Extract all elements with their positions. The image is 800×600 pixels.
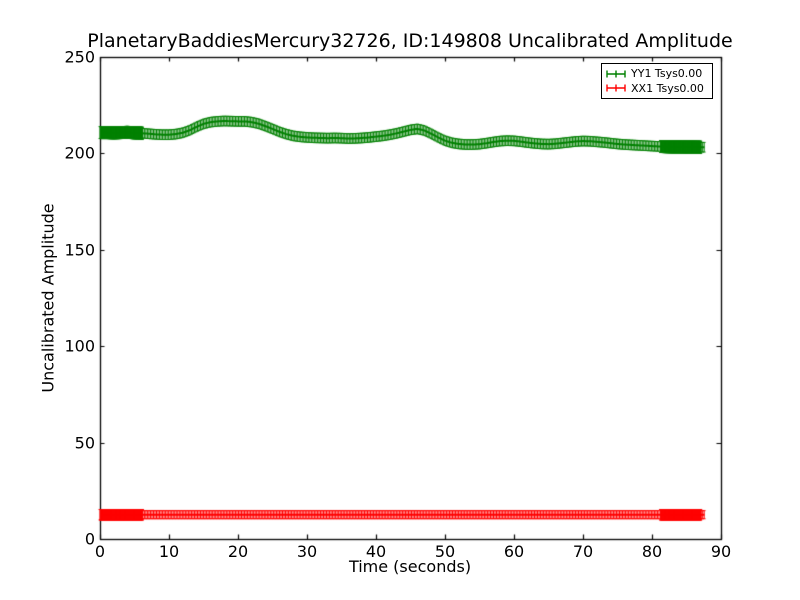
x-tick-label: 10 bbox=[158, 542, 180, 561]
x-tick-label: 30 bbox=[296, 542, 318, 561]
x-tick-label: 20 bbox=[227, 542, 249, 561]
x-tick-label: 40 bbox=[365, 542, 387, 561]
errorbar-marker-icon bbox=[606, 84, 626, 92]
y-tick-label: 50 bbox=[74, 433, 95, 453]
y-tick-label: 0 bbox=[84, 529, 95, 549]
legend-label: XX1 Tsys0.00 bbox=[631, 81, 704, 95]
y-tick-label: 200 bbox=[64, 143, 95, 163]
legend-entry: XX1 Tsys0.00 bbox=[605, 82, 709, 94]
y-tick-label: 250 bbox=[64, 47, 95, 67]
x-tick-label: 80 bbox=[641, 542, 663, 561]
x-tick-label: 70 bbox=[572, 542, 594, 561]
x-tick-label: 0 bbox=[94, 542, 106, 561]
chart-title: PlanetaryBaddiesMercury32726, ID:149808 … bbox=[87, 30, 733, 52]
x-tick-label: 90 bbox=[710, 542, 732, 561]
y-axis-label: Uncalibrated Amplitude bbox=[38, 203, 58, 393]
x-tick-label: 60 bbox=[503, 542, 525, 561]
y-tick-label: 100 bbox=[64, 336, 95, 356]
x-tick-label: 50 bbox=[434, 542, 456, 561]
errorbar-marker-icon bbox=[606, 70, 626, 78]
x-axis-label: Time (seconds) bbox=[348, 557, 472, 576]
legend: YY1 Tsys0.00 XX1 Tsys0.00 bbox=[601, 63, 713, 99]
legend-label: YY1 Tsys0.00 bbox=[631, 67, 703, 81]
y-tick-label: 150 bbox=[64, 240, 95, 260]
legend-entry: YY1 Tsys0.00 bbox=[605, 68, 709, 80]
